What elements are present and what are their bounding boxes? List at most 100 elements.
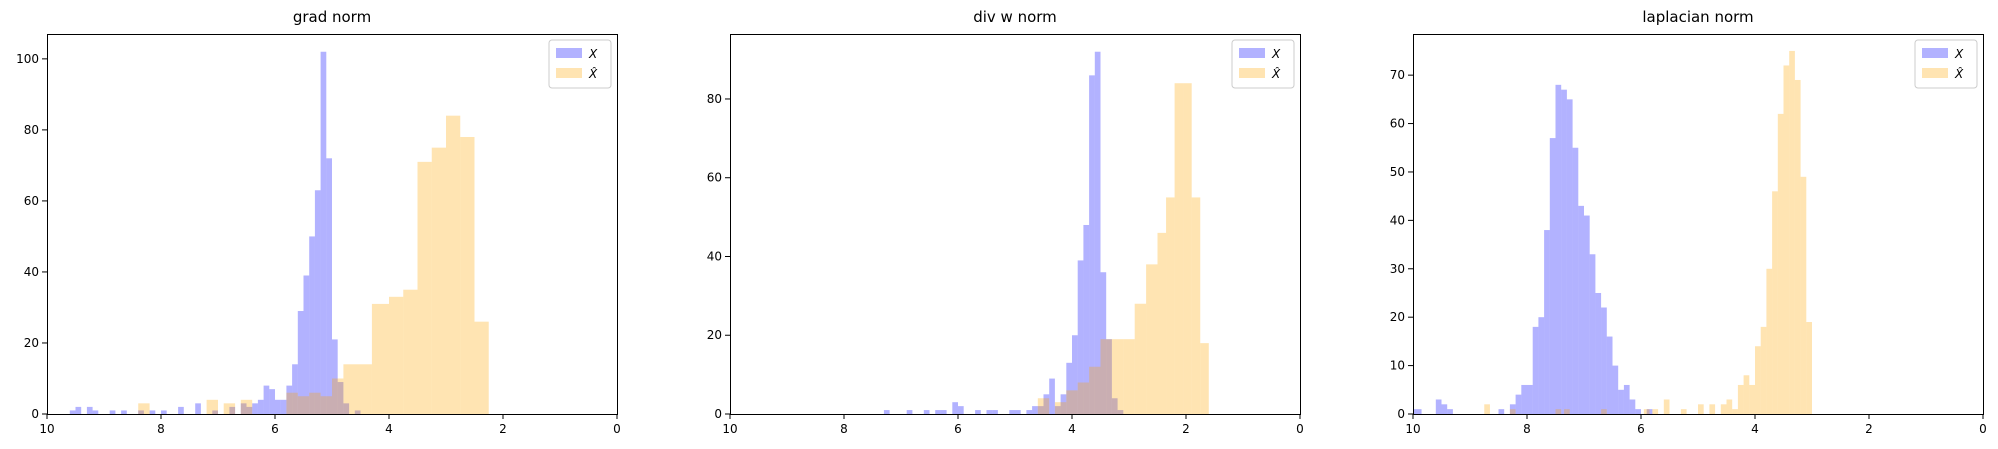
x-tick-label: 8 — [840, 422, 848, 436]
legend-label: X — [588, 47, 598, 61]
bar-x-4 — [109, 410, 116, 414]
bar-x-22 — [1606, 336, 1613, 414]
bar-x-24 — [1618, 389, 1624, 414]
bar-x-hat-13 — [1732, 409, 1738, 414]
bar-x-25 — [1100, 272, 1107, 414]
bar-x-11 — [1015, 410, 1021, 414]
chart-title: grad norm — [293, 8, 371, 26]
x-tick-label: 4 — [385, 422, 393, 436]
bar-x-hat-3 — [240, 399, 253, 414]
y-tick-label: 60 — [1390, 117, 1405, 131]
bar-x-9 — [178, 406, 184, 414]
bar-x-hat-6 — [1111, 339, 1124, 414]
bar-x-hat-4 — [286, 392, 298, 414]
bar-x-18 — [1060, 394, 1067, 414]
bar-x-15 — [1043, 394, 1050, 414]
legend-box — [1231, 39, 1295, 89]
chart-title: laplacian norm — [1642, 8, 1753, 26]
y-tick-label: 80 — [707, 92, 722, 106]
bar-x-hat-0 — [1484, 404, 1490, 414]
bar-x-hat-17 — [1755, 346, 1761, 414]
bar-x-23 — [1612, 365, 1619, 414]
bar-x-hat-20 — [1772, 191, 1778, 414]
bar-x-12 — [229, 406, 236, 414]
x-tick-label: 4 — [1751, 422, 1759, 436]
bar-x-hat-16 — [1749, 384, 1755, 414]
bar-x-14 — [246, 406, 253, 414]
bar-x-hat-7 — [1663, 399, 1670, 414]
y-tick-label: 80 — [24, 123, 39, 137]
bar-x-hat-1 — [1509, 409, 1516, 414]
bar-x-10 — [195, 403, 201, 414]
x-tick-label: 10 — [1405, 422, 1420, 436]
bar-x-0 — [1413, 409, 1422, 414]
bar-x-hat-4 — [1601, 409, 1607, 414]
bar-x-28 — [1646, 409, 1653, 414]
bar-x-18 — [269, 389, 275, 414]
bar-x-6 — [1515, 394, 1522, 414]
bar-x-hat-12 — [1174, 83, 1184, 414]
bar-x-4 — [940, 410, 947, 414]
bar-x-0 — [69, 410, 76, 414]
axes-frame — [1413, 34, 1984, 415]
bar-x-hat-4 — [1089, 366, 1101, 414]
bar-x-hat-5 — [1643, 409, 1650, 414]
bar-x-hat-16 — [460, 136, 475, 414]
bar-x-9 — [992, 410, 998, 414]
bar-x-3 — [935, 410, 941, 414]
bar-x-15 — [252, 403, 258, 414]
bar-x-hat-6 — [1652, 409, 1659, 414]
x-tick-label: 4 — [1068, 422, 1076, 436]
bar-x-hat-6 — [309, 392, 321, 414]
y-tick-label: 20 — [24, 336, 39, 350]
bar-x-25 — [309, 236, 315, 414]
bar-x-1 — [75, 406, 82, 414]
bar-x-17 — [1054, 406, 1061, 414]
bar-x-5 — [121, 410, 127, 414]
legend-swatch — [1239, 68, 1265, 78]
y-tick-label: 0 — [1397, 407, 1405, 421]
bar-x-16 — [1572, 147, 1579, 414]
chart-title: div w norm — [973, 8, 1057, 26]
bar-x-hat-11 — [1720, 404, 1727, 414]
bar-x-hat-22 — [1783, 65, 1790, 414]
x-tick-label: 2 — [1865, 422, 1873, 436]
y-tick-label: 60 — [707, 171, 722, 185]
bar-x-hat-13 — [1183, 83, 1192, 414]
bar-x-hat-18 — [1760, 326, 1767, 414]
legend-label: X̂ — [1954, 67, 1964, 81]
bar-x-13 — [1555, 84, 1562, 414]
x-tick-label: 10 — [722, 422, 737, 436]
bar-x-27 — [1635, 409, 1641, 414]
bar-x-20 — [1595, 292, 1602, 414]
y-tick-label: 70 — [1390, 68, 1405, 82]
legend-box — [1914, 39, 1978, 89]
bar-x-hat-7 — [320, 396, 332, 414]
bar-x-11 — [1544, 230, 1550, 414]
y-tick-label: 40 — [1390, 213, 1405, 227]
bar-x-10 — [1009, 410, 1015, 414]
bar-x-26 — [1106, 339, 1112, 414]
bar-x-hat-8 — [1680, 409, 1687, 414]
bar-x-12 — [1549, 138, 1556, 415]
bar-x-hat-3 — [1564, 409, 1570, 414]
bar-x-19 — [1066, 362, 1072, 414]
bar-x-hat-11 — [389, 296, 404, 414]
bar-x-hat-9 — [1698, 404, 1704, 414]
bar-x-27 — [1111, 398, 1118, 414]
bar-x-hat-2 — [1066, 390, 1078, 414]
bar-x-hat-12 — [403, 289, 418, 414]
bar-x-16 — [1049, 378, 1055, 414]
bar-x-21 — [1601, 307, 1607, 414]
bar-x-2 — [1441, 404, 1448, 414]
bar-x-31 — [343, 403, 350, 414]
x-tick-label: 6 — [1637, 422, 1645, 436]
bar-x-23 — [297, 311, 304, 414]
bar-x-3 — [92, 410, 99, 414]
bar-x-hat-7 — [1123, 339, 1135, 414]
x-tick-label: 0 — [1296, 422, 1304, 436]
bar-x-hat-10 — [1709, 404, 1716, 414]
bar-x-9 — [1532, 326, 1539, 414]
